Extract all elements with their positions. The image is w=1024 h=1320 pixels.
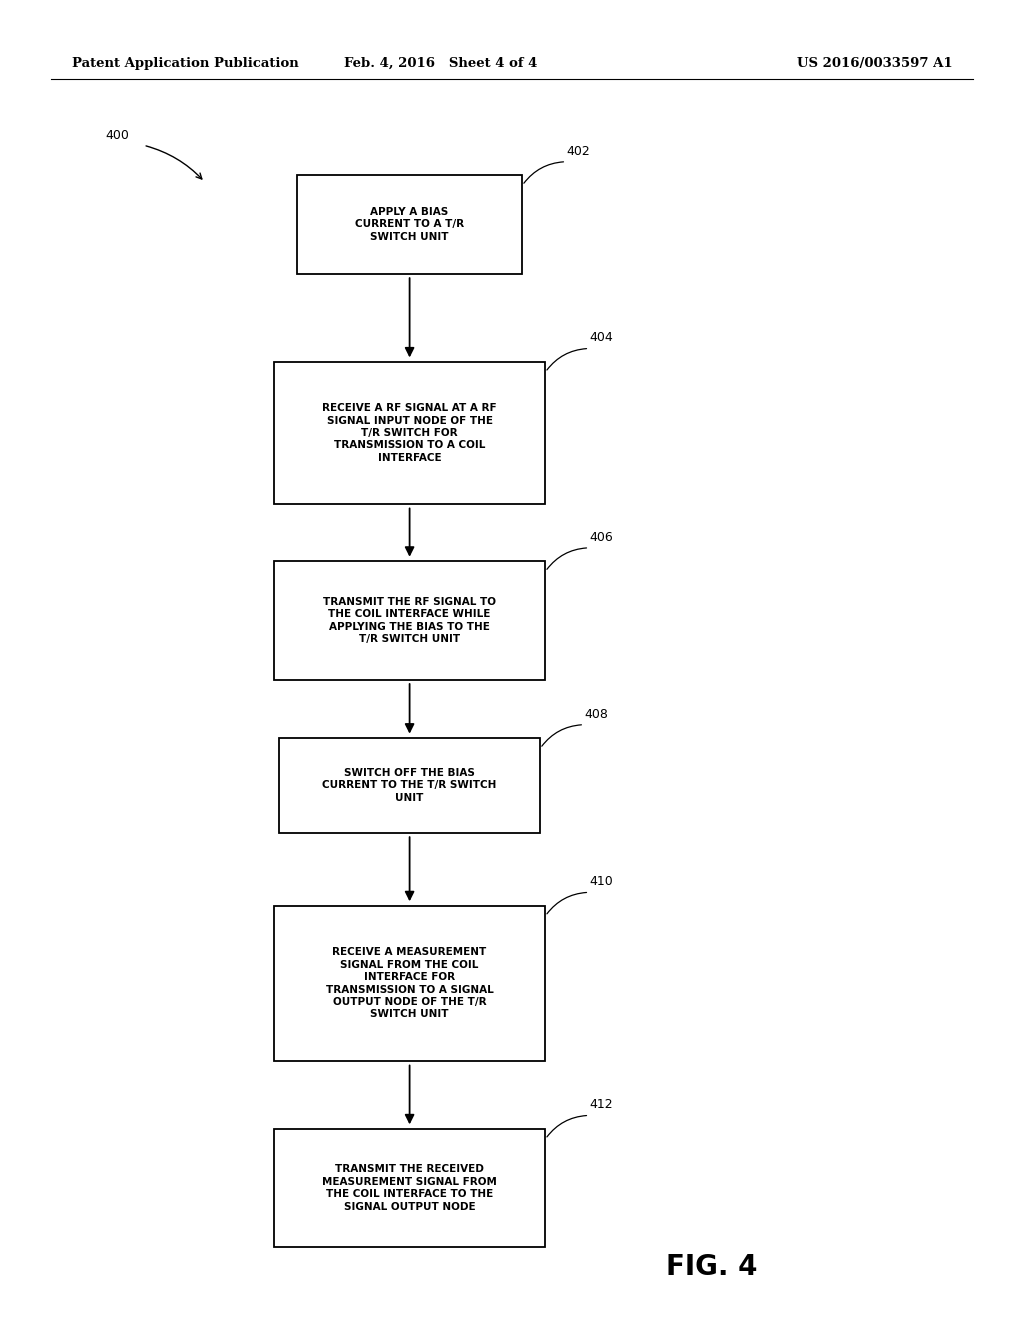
Text: Patent Application Publication: Patent Application Publication: [72, 57, 298, 70]
Bar: [274, 362, 545, 504]
Text: US 2016/0033597 A1: US 2016/0033597 A1: [797, 57, 952, 70]
Text: 402: 402: [566, 145, 591, 157]
Text: TRANSMIT THE RECEIVED
MEASUREMENT SIGNAL FROM
THE COIL INTERFACE TO THE
SIGNAL O: TRANSMIT THE RECEIVED MEASUREMENT SIGNAL…: [323, 1164, 497, 1212]
Text: TRANSMIT THE RF SIGNAL TO
THE COIL INTERFACE WHILE
APPLYING THE BIAS TO THE
T/R : TRANSMIT THE RF SIGNAL TO THE COIL INTER…: [324, 597, 496, 644]
Bar: [274, 1129, 545, 1247]
Text: 406: 406: [590, 531, 613, 544]
Text: 412: 412: [590, 1098, 613, 1111]
Bar: [274, 561, 545, 680]
Text: FIG. 4: FIG. 4: [666, 1253, 758, 1282]
Text: RECEIVE A MEASUREMENT
SIGNAL FROM THE COIL
INTERFACE FOR
TRANSMISSION TO A SIGNA: RECEIVE A MEASUREMENT SIGNAL FROM THE CO…: [326, 948, 494, 1019]
Bar: [297, 176, 522, 275]
Bar: [279, 738, 541, 833]
Text: RECEIVE A RF SIGNAL AT A RF
SIGNAL INPUT NODE OF THE
T/R SWITCH FOR
TRANSMISSION: RECEIVE A RF SIGNAL AT A RF SIGNAL INPUT…: [323, 403, 497, 463]
Text: SWITCH OFF THE BIAS
CURRENT TO THE T/R SWITCH
UNIT: SWITCH OFF THE BIAS CURRENT TO THE T/R S…: [323, 768, 497, 803]
Text: 410: 410: [590, 875, 613, 888]
Text: 400: 400: [105, 129, 130, 143]
Text: Feb. 4, 2016   Sheet 4 of 4: Feb. 4, 2016 Sheet 4 of 4: [344, 57, 537, 70]
Bar: [274, 906, 545, 1061]
Text: 408: 408: [585, 708, 608, 721]
Text: 404: 404: [590, 331, 613, 345]
Text: APPLY A BIAS
CURRENT TO A T/R
SWITCH UNIT: APPLY A BIAS CURRENT TO A T/R SWITCH UNI…: [355, 207, 464, 242]
